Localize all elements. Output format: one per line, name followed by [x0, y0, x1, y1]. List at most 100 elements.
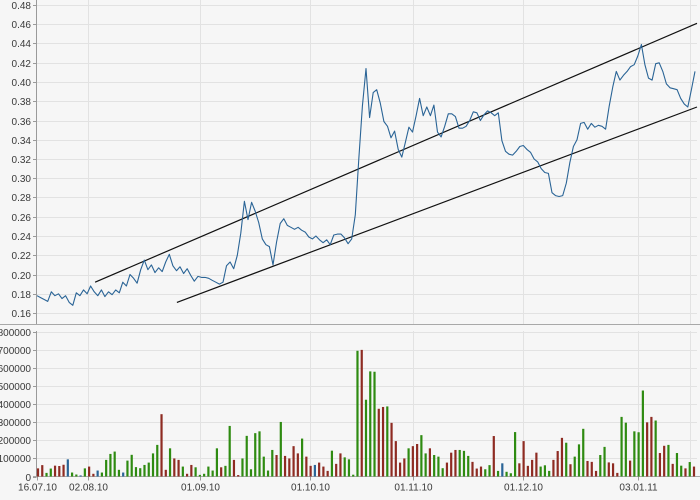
price-y-tick-label: 0.26 — [12, 213, 32, 224]
volume-bar — [318, 462, 321, 477]
volume-bar — [577, 444, 581, 477]
volume-bar — [573, 456, 576, 477]
volume-bar — [194, 467, 197, 477]
volume-y-tick-label: 800000 — [0, 328, 31, 339]
volume-bar — [458, 449, 461, 477]
volume-bar — [539, 466, 542, 477]
volume-bar — [671, 463, 674, 477]
volume-bar — [292, 446, 295, 477]
volume-bar — [207, 466, 210, 477]
volume-bar — [305, 456, 308, 477]
volume-bar — [611, 463, 615, 477]
volume-bar — [450, 452, 453, 477]
volume-bar — [531, 459, 534, 477]
volume-bar — [343, 457, 346, 477]
volume-bar — [607, 462, 610, 477]
volume-bar — [467, 455, 470, 477]
volume-bar — [113, 451, 116, 477]
price-y-tick-label: 0.46 — [12, 20, 32, 31]
volume-bar — [139, 468, 142, 477]
volume-bar — [75, 474, 78, 477]
volume-bar — [283, 455, 287, 477]
volume-bar — [122, 472, 125, 477]
price-y-axis-labels: 0.48 0.46 0.44 0.42 0.40 0.38 0.36 0.34 0.32 0.30… — [12, 1, 37, 320]
volume-bar — [377, 408, 380, 477]
volume-bar — [492, 436, 495, 477]
volume-bar — [403, 458, 406, 477]
volume-bar — [552, 459, 555, 477]
price-y-tick-label: 0.24 — [12, 232, 32, 243]
volume-bar — [364, 399, 368, 477]
volume-y-tick-label: 700000 — [0, 346, 31, 357]
volume-bar — [130, 454, 133, 477]
volume-bar — [411, 446, 414, 477]
volume-bar — [70, 472, 74, 477]
volume-bar — [582, 428, 585, 477]
volume-bar — [433, 455, 436, 477]
volume-bar — [164, 469, 167, 477]
volume-bar — [513, 432, 517, 477]
volume-bar — [381, 406, 385, 477]
price-line — [36, 43, 696, 306]
volume-bar — [309, 465, 312, 477]
volume-bar — [347, 459, 351, 477]
volume-bar — [688, 462, 691, 477]
volume-y-tick-label: 600000 — [0, 364, 31, 375]
volume-bar — [100, 472, 103, 477]
volume-bar — [53, 465, 57, 477]
volume-bar — [407, 448, 410, 477]
volume-y-tick-label: 300000 — [0, 418, 31, 429]
volume-bar — [437, 456, 440, 477]
x-axis-tick-label: 01.12.10 — [504, 483, 543, 494]
volume-bar — [147, 462, 150, 477]
volume-bar — [58, 466, 61, 477]
volume-bar — [160, 414, 163, 477]
volume-bar — [177, 459, 180, 477]
volume-bar — [313, 464, 316, 477]
volume-bar — [420, 435, 423, 477]
volume-bar — [49, 468, 52, 477]
volume-bar — [181, 466, 184, 477]
volume-bar — [475, 468, 478, 477]
x-axis-tick-label: 01.11.10 — [394, 483, 433, 494]
volume-bar — [667, 444, 670, 477]
price-y-tick-label: 0.20 — [12, 271, 32, 282]
trendline-lower-channel — [176, 106, 698, 303]
price-y-tick-label: 0.30 — [12, 174, 32, 185]
volume-bar — [394, 441, 397, 477]
volume-y-axis-labels: 800000 700000 600000 500000 400000 300000 2000… — [0, 328, 37, 484]
volume-bar — [616, 472, 619, 477]
volume-bar — [569, 464, 572, 477]
volume-bar — [168, 448, 172, 477]
volume-bar — [684, 468, 687, 477]
x-axis-tick-label: 03.01.11 — [619, 483, 658, 494]
trendline-upper-channel — [94, 22, 698, 283]
volume-bar — [134, 467, 138, 477]
volume-bar — [275, 455, 278, 477]
volume-bar — [266, 470, 270, 477]
price-y-tick-label: 0.38 — [12, 97, 32, 108]
volume-bar — [241, 458, 244, 477]
x-axis-tick-label: 02.08.10 — [69, 483, 108, 494]
volume-y-tick-label: 0 — [25, 473, 31, 484]
price-y-tick-label: 0.18 — [12, 290, 32, 301]
volume-bar — [548, 470, 551, 477]
volume-y-tick-label: 200000 — [0, 436, 31, 447]
volume-bar — [83, 468, 86, 477]
volume-bar — [650, 416, 653, 477]
volume-bar — [237, 475, 240, 477]
volume-bar — [220, 467, 223, 477]
volume-bar — [505, 471, 508, 477]
volume-bar — [416, 443, 419, 477]
volume-bar — [262, 456, 265, 477]
price-y-tick-label: 0.48 — [12, 1, 32, 12]
volume-bar — [41, 465, 44, 477]
volume-bar — [675, 453, 679, 477]
volume-bar — [424, 453, 427, 477]
volume-bar — [173, 458, 176, 477]
volume-bar — [339, 453, 342, 477]
volume-bar — [599, 455, 602, 477]
volume-y-tick-label: 100000 — [0, 454, 31, 465]
volume-bar — [373, 371, 376, 477]
